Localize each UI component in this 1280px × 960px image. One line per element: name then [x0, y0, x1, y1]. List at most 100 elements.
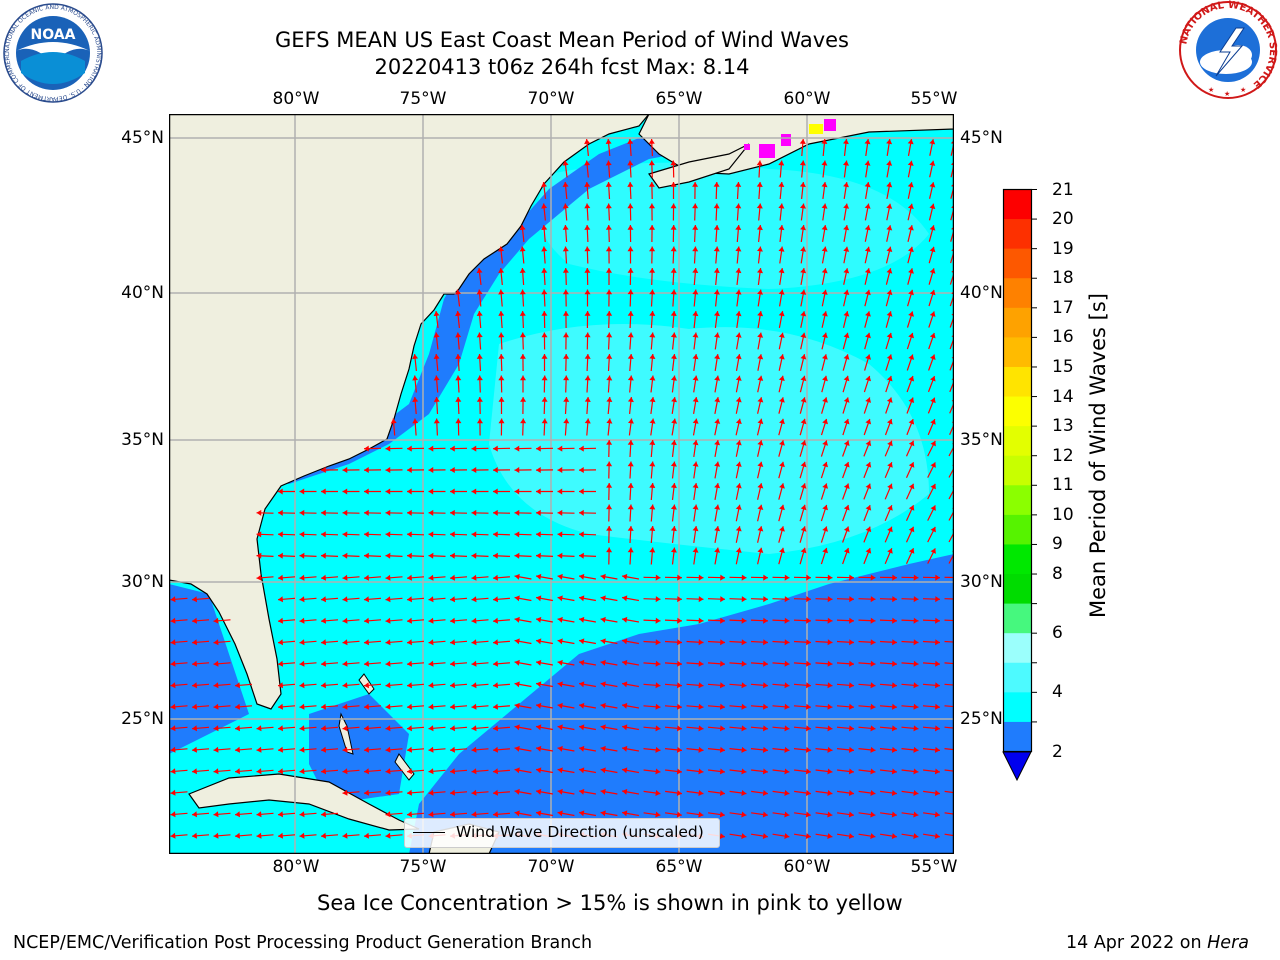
- wave-direction-arrowhead: [493, 596, 498, 603]
- wave-direction-arrowhead: [799, 160, 806, 166]
- wave-direction-arrowhead: [887, 548, 893, 554]
- wave-direction-arrowhead: [930, 526, 936, 533]
- wave-direction-arrowhead: [800, 289, 807, 295]
- wave-direction-arrowhead: [192, 617, 197, 624]
- wave-direction-arrowhead: [514, 509, 520, 516]
- wave-direction-arrowhead: [584, 182, 591, 187]
- wave-direction-arrowhead: [865, 483, 872, 490]
- wave-direction-arrowhead: [407, 445, 412, 452]
- wave-direction-arrowhead: [670, 461, 677, 467]
- wave-direction-arrowhead: [557, 659, 563, 666]
- lat-label-left: 25°N: [121, 709, 164, 729]
- wave-direction-arrowhead: [692, 418, 699, 424]
- wave-direction-arrowhead: [606, 397, 613, 402]
- wave-direction-arrowhead: [627, 203, 634, 209]
- wave-direction-arrowhead: [870, 660, 876, 667]
- wave-direction-arrowhead: [557, 638, 563, 645]
- wave-direction-arrowhead: [934, 790, 940, 796]
- wave-direction-arrowhead: [428, 574, 434, 581]
- wave-direction-arrowhead: [720, 596, 725, 603]
- wave-direction-arrowhead: [806, 703, 811, 710]
- wave-direction-arrowhead: [235, 811, 240, 818]
- wave-direction-arrowhead: [584, 203, 591, 209]
- wave-direction-arrowhead: [471, 725, 477, 732]
- wave-direction-arrowhead: [870, 574, 876, 581]
- wave-direction-arrowhead: [519, 268, 526, 273]
- wave-direction-arrowhead: [714, 440, 721, 446]
- wave-direction-arrowhead: [600, 810, 606, 817]
- wave-direction-arrowhead: [541, 289, 548, 295]
- wave-direction-arrowhead: [514, 552, 520, 559]
- wave-direction-arrowhead: [627, 354, 634, 359]
- wave-direction-arrowhead: [935, 639, 940, 646]
- wave-direction-arrowhead: [605, 182, 612, 187]
- lon-label-top: 55°W: [910, 89, 958, 109]
- wave-direction-arrowhead: [827, 790, 833, 796]
- wave-direction-arrowhead: [827, 725, 833, 732]
- wave-direction-arrowhead: [648, 139, 655, 144]
- wave-direction-arrowhead: [493, 746, 498, 753]
- wave-direction-arrowhead: [848, 790, 854, 796]
- wave-direction-arrowhead: [913, 768, 919, 775]
- colorbar-band: [1003, 721, 1032, 752]
- wave-direction-arrowhead: [450, 811, 455, 818]
- wave-direction-arrowhead: [843, 375, 850, 382]
- wave-direction-arrowhead: [562, 289, 569, 295]
- wave-direction-arrowhead: [908, 397, 915, 403]
- wave-direction-arrowhead: [649, 225, 655, 230]
- wave-direction-arrowhead: [493, 768, 498, 775]
- wave-direction-arrowhead: [886, 332, 893, 339]
- wave-direction-arrowhead: [757, 418, 764, 425]
- wave-direction-arrowhead: [278, 552, 283, 559]
- wave-direction-arrowhead: [622, 681, 628, 688]
- wave-direction-arrowhead: [735, 289, 742, 295]
- wave-direction-arrowhead: [450, 725, 455, 732]
- wave-direction-arrowhead: [321, 488, 326, 495]
- wave-direction-arrowhead: [364, 467, 369, 473]
- wave-direction-arrowhead: [412, 418, 419, 424]
- wave-direction-arrowhead: [677, 639, 682, 646]
- wave-direction-arrowhead: [698, 790, 704, 796]
- wave-direction-arrowhead: [455, 397, 462, 402]
- colorbar-band: [1003, 278, 1032, 309]
- wave-direction-arrowhead: [865, 548, 872, 554]
- wave-direction-arrowhead: [821, 203, 828, 209]
- wave-direction-arrowhead: [428, 445, 434, 452]
- wave-direction-arrowhead: [865, 375, 871, 382]
- wave-direction-arrowhead: [865, 311, 871, 317]
- wave-direction-arrowhead: [929, 182, 936, 188]
- wave-direction-arrowhead: [536, 595, 542, 602]
- wave-direction-arrowhead: [579, 552, 584, 559]
- wave-direction-arrowhead: [784, 574, 790, 581]
- wave-direction-arrowhead: [278, 596, 283, 603]
- wave-direction-arrowhead: [170, 832, 176, 839]
- wave-direction-arrowhead: [670, 526, 677, 532]
- wave-direction-arrowhead: [407, 467, 412, 473]
- land-bahamas: [394, 753, 415, 781]
- wave-direction-arrowhead: [428, 509, 434, 516]
- wave-direction-arrowhead: [849, 617, 854, 624]
- wave-direction-arrowhead: [677, 660, 682, 667]
- wave-direction-arrowhead: [827, 811, 833, 818]
- wave-direction-arrowhead: [870, 811, 876, 818]
- wave-direction-arrowhead: [627, 526, 634, 531]
- nws-logo: NATIONAL WEATHER SERVICE ★ ★ ★: [1178, 0, 1278, 99]
- wave-direction-arrowhead: [908, 268, 914, 274]
- wave-direction-arrowhead: [170, 746, 176, 753]
- wave-direction-arrowhead: [843, 225, 850, 231]
- wave-direction-arrowhead: [519, 246, 526, 252]
- wave-direction-arrowhead: [655, 617, 661, 624]
- wave-direction-arrowhead: [563, 397, 570, 402]
- wave-direction-arrowhead: [536, 552, 541, 559]
- wave-direction-arrowhead: [428, 552, 434, 559]
- wave-direction-arrowhead: [800, 483, 807, 489]
- colorbar-band: [1003, 219, 1032, 250]
- wave-direction-arrowhead: [498, 268, 505, 273]
- lat-label-left: 35°N: [121, 430, 164, 450]
- wave-direction-arrowhead: [364, 509, 369, 516]
- wave-direction-arrowhead: [364, 639, 369, 646]
- wave-direction-arrowhead: [192, 682, 197, 689]
- wave-direction-arrowhead: [843, 268, 850, 274]
- wave-direction-arrowhead: [192, 596, 197, 603]
- colorbar-label: 6: [1052, 623, 1063, 644]
